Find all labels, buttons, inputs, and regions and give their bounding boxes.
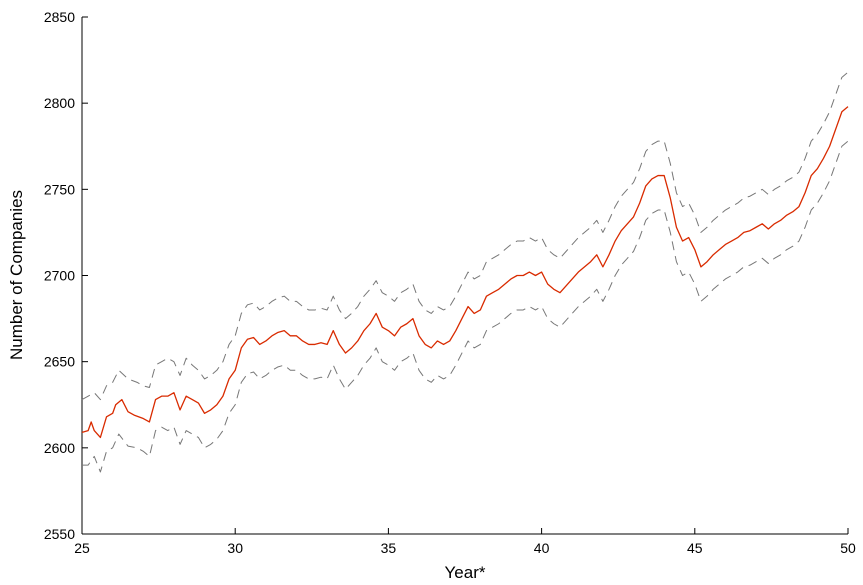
y-tick-label: 2600 (44, 440, 75, 456)
mean-line (81, 106, 849, 439)
y-tick-label: 2850 (44, 9, 75, 25)
y-tick-label: 2650 (44, 354, 75, 370)
y-tick-label: 2750 (44, 181, 75, 197)
x-tick-label: 25 (74, 540, 90, 556)
series-layer (81, 71, 849, 473)
x-tick-label: 45 (687, 540, 703, 556)
x-tick-label: 30 (227, 540, 243, 556)
y-tick-label: 2800 (44, 95, 75, 111)
x-tick-label: 35 (381, 540, 397, 556)
upper-bound-line (81, 71, 849, 401)
x-tick-label: 50 (840, 540, 856, 556)
y-tick-label: 2550 (44, 526, 75, 542)
y-tick-label: 2700 (44, 268, 75, 284)
lower-bound-line (82, 140, 849, 473)
y-axis-title: Number of Companies (7, 190, 26, 360)
axes: 25 30 35 40 45 50 2550 2600 2650 2700 2750 2800 2850 (44, 9, 856, 556)
x-tick-label: 40 (534, 540, 550, 556)
x-axis-title: Year* (445, 563, 486, 582)
